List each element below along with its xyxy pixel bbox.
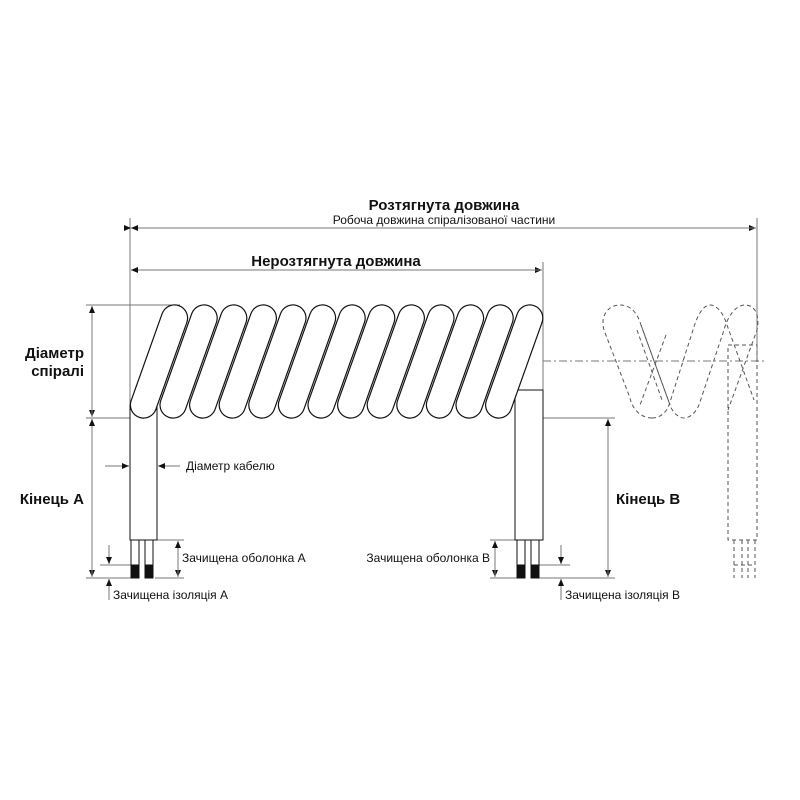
cable-diameter-label: Діаметр кабелю [186,459,275,473]
coil-loop [188,304,248,419]
working-length-label: Робоча довжина спіралізованої частини [333,213,556,227]
coil-loop [248,304,307,419]
coil-loop [366,304,425,419]
unstretched-length-label: Нерозтягнута довжина [251,253,421,270]
extension-lines [86,218,765,579]
coil-loop [396,304,455,419]
stripped-sheath-a-label: Зачищена оболонка A [182,551,306,565]
dimension-arrows [89,225,756,600]
cable-end-a [129,404,158,579]
cable-end-b [514,389,544,579]
coil-diameter-label-2: спіралі [31,363,84,380]
stripped-insulation-a-label: Зачищена ізоляція A [113,588,228,602]
stretched-coil-dashed [602,304,759,578]
coil-loop [485,304,544,419]
end-b-label: Кінець B [616,491,680,508]
stretched-length-label: Розтягнута довжина [369,197,520,214]
stripped-sheath-b-label: Зачищена оболонка B [366,551,490,565]
coil-loop [277,304,337,419]
coil-diameter-label-1: Діаметр [25,345,84,362]
coil-loop [337,304,396,419]
cable-coil [129,304,544,419]
stripped-insulation-b-label: Зачищена ізоляція B [565,588,680,602]
coil-loop [159,304,218,419]
coil-loop [307,304,366,419]
coil-loop [455,304,514,419]
coil-loop [425,304,485,419]
end-a-label: Кінець A [20,491,84,508]
coil-loop [218,304,277,419]
coil-loop [129,304,189,419]
